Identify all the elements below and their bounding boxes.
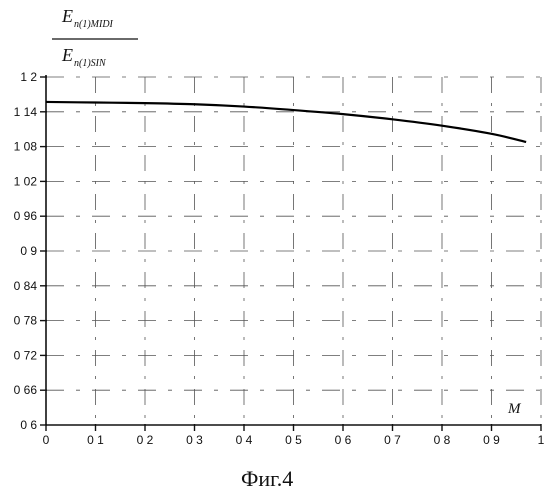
- y-tick-label: 1 02: [14, 174, 38, 188]
- x-tick-label: 0 3: [186, 433, 203, 447]
- x-tick-label: 0: [43, 433, 50, 447]
- x-tick-label: 1: [538, 433, 545, 447]
- x-tick-label: 0 5: [285, 433, 302, 447]
- ylabel-denominator: E: [61, 45, 73, 65]
- y-axis-label: E n(1)MIDI E n(1)SIN: [52, 6, 138, 69]
- series-line: [46, 102, 526, 142]
- x-tick-label: 0 2: [137, 433, 154, 447]
- x-tick-label: 0 6: [335, 433, 352, 447]
- y-tick-label: 0 84: [14, 279, 38, 293]
- y-tick-label: 1 14: [14, 105, 38, 119]
- y-tick-label: 0 72: [14, 348, 38, 362]
- x-tick-label: 0 4: [236, 433, 253, 447]
- y-tick-label: 0 66: [14, 383, 38, 397]
- y-tick-label: 0 96: [14, 209, 38, 223]
- y-tick-label: 0 6: [20, 418, 37, 432]
- y-tick-label: 0 9: [20, 244, 37, 258]
- y-tick-label: 1 08: [14, 140, 38, 154]
- ylabel-numerator-sub: n(1)MIDI: [74, 19, 114, 30]
- ylabel-numerator: E: [61, 6, 73, 26]
- y-tick-label: 0 78: [14, 314, 38, 328]
- x-axis-label: M: [507, 401, 522, 417]
- y-tick-label: 1 2: [20, 70, 37, 84]
- ylabel-denominator-sub: n(1)SIN: [74, 58, 107, 69]
- figure-caption: Фиг.4: [241, 466, 293, 491]
- x-tick-label: 0 8: [434, 433, 451, 447]
- x-tick-label: 0 9: [483, 433, 500, 447]
- series: [46, 102, 526, 142]
- x-tick-label: 0 1: [87, 433, 104, 447]
- x-tick-label: 0 7: [384, 433, 401, 447]
